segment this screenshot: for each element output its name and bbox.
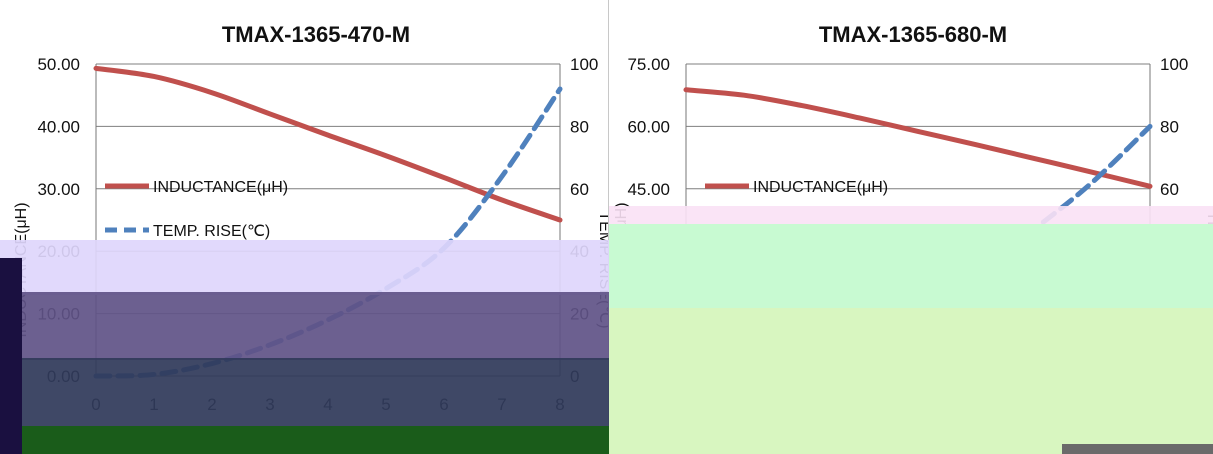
y-right-tick-label: 80 [1160,117,1179,136]
glitch-block [0,426,609,454]
legend-label-temp-rise: TEMP. RISE(℃) [153,223,270,240]
glitch-block [0,292,609,360]
y-right-tick-label: 100 [570,55,598,74]
y-right-tick-label: 100 [1160,55,1188,74]
glitch-block [0,240,609,295]
glitch-block [1062,444,1213,454]
y-left-tick-label: 45.00 [627,180,670,199]
glitch-block [609,206,1213,226]
series-line-temp-rise [93,86,563,379]
glitch-block [609,224,1213,310]
y-left-tick-label: 30.00 [37,180,80,199]
y-left-tick-label: 60.00 [627,117,670,136]
glitch-block [609,308,1213,454]
y-left-tick-label: 75.00 [627,55,670,74]
y-right-tick-label: 60 [570,180,589,199]
legend-label-inductance: INDUCTANCE(μH) [753,179,888,196]
chart-title: TMAX-1365-680-M [819,22,1007,47]
series-line-inductance [93,65,563,223]
series-line-inductance [683,87,1153,189]
glitch-block [0,358,609,428]
chart-title: TMAX-1365-470-M [222,22,410,47]
y-right-tick-label: 60 [1160,180,1179,199]
y-right-tick-label: 80 [570,117,589,136]
legend-label-inductance: INDUCTANCE(μH) [153,179,288,196]
y-left-tick-label: 40.00 [37,117,80,136]
glitch-block [0,258,22,454]
y-left-tick-label: 50.00 [37,55,80,74]
